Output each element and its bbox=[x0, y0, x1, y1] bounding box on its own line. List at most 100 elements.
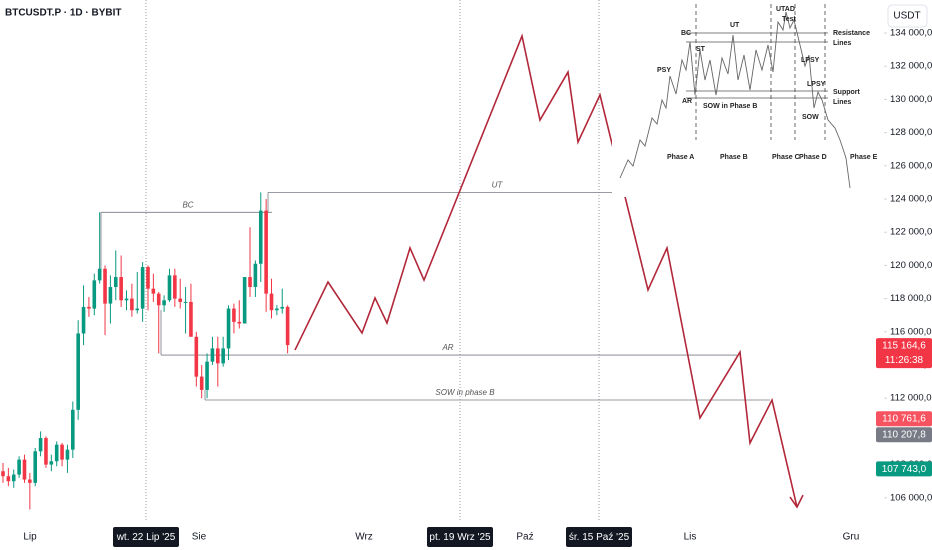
candle-body bbox=[22, 459, 27, 480]
candle-body bbox=[44, 438, 48, 465]
x-tick-label: Lip bbox=[23, 532, 37, 543]
phase-label: Phase D bbox=[799, 154, 827, 161]
date-marker-box bbox=[427, 527, 493, 547]
candle-body bbox=[1, 471, 5, 477]
candle-body bbox=[258, 210, 263, 264]
y-tick-label: 130 000,0 bbox=[890, 94, 932, 105]
candle-body bbox=[87, 306, 91, 309]
currency-button[interactable] bbox=[887, 4, 928, 28]
inset-label: Resistance bbox=[833, 30, 870, 37]
price-label-box bbox=[876, 411, 932, 427]
level-label: SOW in phase B bbox=[435, 388, 495, 397]
projection-arrowhead bbox=[789, 494, 804, 509]
candle-body bbox=[275, 308, 279, 311]
y-tick-label: 106 000,0 bbox=[890, 492, 932, 503]
candle-body bbox=[216, 348, 220, 364]
inset-label: Test bbox=[782, 16, 797, 23]
price-label-box bbox=[876, 338, 932, 369]
plot: BC UT AR SOW in phase B bbox=[1, 0, 804, 522]
candle-body bbox=[167, 275, 172, 301]
price-label: 110 207,8 bbox=[882, 430, 926, 441]
candle-body bbox=[11, 474, 16, 482]
candle-body bbox=[17, 459, 21, 475]
inset-label: LPSY bbox=[807, 81, 826, 88]
phase-label: Phase C bbox=[772, 154, 800, 161]
candle-body bbox=[205, 361, 209, 390]
candle-body bbox=[183, 301, 188, 303]
level-label: AR bbox=[441, 343, 453, 352]
candle-body bbox=[65, 449, 70, 460]
candle-body bbox=[162, 300, 166, 306]
inset-label: Lines bbox=[833, 40, 851, 47]
inset-label: PSY bbox=[657, 67, 671, 74]
candle-body bbox=[285, 306, 290, 346]
symbol-title: BTCUSDT.P · 1D · BYBIT bbox=[5, 8, 122, 19]
price-label-box bbox=[876, 461, 932, 477]
projection-path bbox=[294, 33, 798, 508]
inset-label: SOW in Phase B bbox=[703, 103, 757, 110]
y-tick-label: 124 000,0 bbox=[890, 194, 932, 205]
price-label: 110 761,6 bbox=[882, 414, 926, 425]
y-tick-label: 132 000,0 bbox=[890, 61, 932, 72]
candle-body bbox=[248, 277, 252, 287]
candle-body bbox=[178, 298, 183, 302]
x-tick-label: Sie bbox=[192, 532, 207, 543]
candle-body bbox=[33, 451, 38, 483]
y-tick-label: 126 000,0 bbox=[890, 160, 932, 171]
price-label-box bbox=[876, 427, 932, 443]
candle-body bbox=[189, 301, 193, 337]
candle-body bbox=[280, 306, 285, 309]
candle-body bbox=[173, 275, 177, 299]
candle-body bbox=[135, 308, 140, 311]
inset-label: UT bbox=[730, 22, 740, 29]
y-tick-label: 134 000,0 bbox=[890, 28, 932, 39]
candle-body bbox=[210, 348, 215, 362]
y-tick-label: 122 000,0 bbox=[890, 227, 932, 238]
price-countdown: 11:26:38 bbox=[885, 355, 924, 366]
level-label: BC bbox=[182, 200, 193, 209]
phase-label: Phase B bbox=[720, 154, 748, 161]
candle-body bbox=[237, 321, 242, 324]
y-tick-label: 120 000,0 bbox=[890, 260, 932, 271]
x-tick-label: Lis bbox=[684, 532, 697, 543]
candle-body bbox=[54, 444, 59, 462]
candle-body bbox=[103, 268, 107, 304]
x-tick-label: Paź bbox=[516, 532, 533, 543]
candle-body bbox=[60, 444, 64, 460]
candle-body bbox=[253, 263, 258, 287]
candle-body bbox=[97, 268, 102, 281]
candle-body bbox=[130, 298, 134, 311]
candle-body bbox=[81, 306, 86, 334]
phase-label: Phase E bbox=[850, 154, 878, 161]
candle-body bbox=[108, 286, 113, 304]
candle-body bbox=[92, 280, 97, 309]
candle-body bbox=[113, 277, 118, 287]
candle-body bbox=[264, 210, 268, 294]
currency-label[interactable]: USDT bbox=[893, 11, 920, 22]
candle-body bbox=[38, 438, 43, 452]
date-marker-label: wt. 22 Lip '25 bbox=[116, 532, 176, 543]
y-tick-label: 128 000,0 bbox=[890, 127, 932, 138]
candle-body bbox=[76, 333, 80, 410]
inset-label: Support bbox=[833, 89, 860, 96]
candle-body bbox=[28, 479, 32, 483]
y-tick-label: 112 000,0 bbox=[890, 393, 932, 404]
candle-body bbox=[146, 267, 150, 289]
level-label: UT bbox=[492, 180, 504, 189]
inset-label: BC bbox=[681, 30, 691, 37]
schematic-price-path bbox=[619, 11, 851, 189]
candle-body bbox=[124, 298, 129, 301]
candle-body bbox=[221, 348, 225, 364]
x-tick-label: Gru bbox=[843, 532, 860, 543]
candle-body bbox=[71, 409, 75, 450]
candle-body bbox=[232, 308, 236, 322]
inset-label: UTAD bbox=[776, 6, 795, 13]
inset-label: SOW bbox=[802, 114, 819, 121]
candle-body bbox=[151, 288, 156, 294]
inset-label: Lines bbox=[833, 99, 851, 106]
candle-body bbox=[226, 308, 231, 349]
phase-label: Phase A bbox=[667, 154, 694, 161]
candle-body bbox=[119, 277, 123, 301]
